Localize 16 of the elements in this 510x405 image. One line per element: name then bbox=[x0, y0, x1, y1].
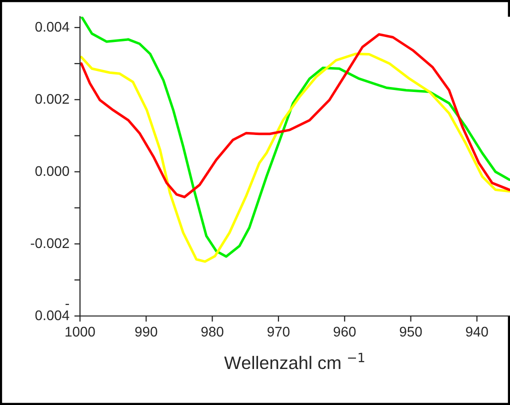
line-series bbox=[80, 16, 510, 258]
x-tick-label: 990 bbox=[135, 326, 158, 337]
line-series bbox=[80, 52, 510, 263]
y-tick-label: 0.004 bbox=[35, 22, 70, 32]
y-tick-label: - 0.004 bbox=[35, 304, 70, 320]
x-tick-label: 970 bbox=[268, 326, 290, 337]
line-series bbox=[80, 33, 510, 198]
x-axis-title: Wellenzahl cm $^{−1}$ bbox=[224, 352, 364, 370]
y-tick-label: 0.002 bbox=[35, 94, 69, 104]
x-tick-label: 1000 bbox=[66, 326, 95, 337]
y-tick-label: 0.000 bbox=[35, 166, 70, 176]
x-tick-label: 980 bbox=[201, 326, 224, 337]
x-tick-label: 960 bbox=[334, 326, 356, 337]
x-tick-label: 940 bbox=[466, 326, 488, 337]
y-tick-label: -0.002 bbox=[30, 238, 69, 248]
x-tick-label: 950 bbox=[400, 326, 422, 337]
